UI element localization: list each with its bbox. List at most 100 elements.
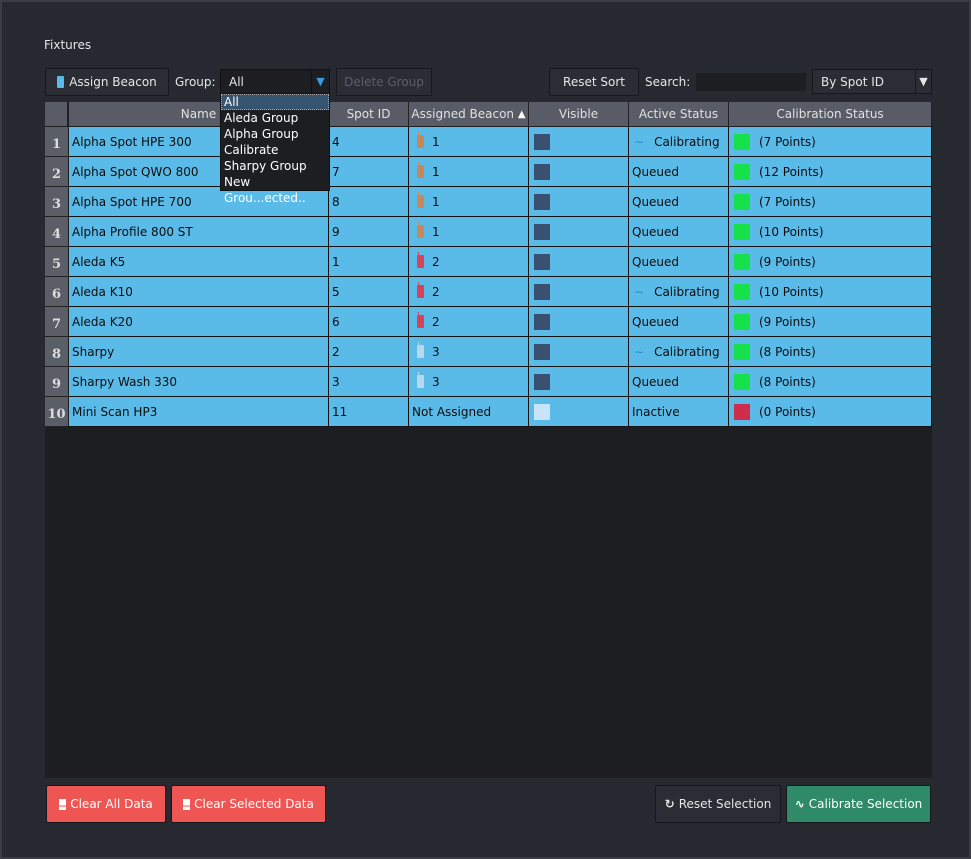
calibration-status-cell[interactable]: (7 Points) xyxy=(729,187,932,217)
group-option[interactable]: Aleda Group xyxy=(224,111,299,125)
visible-toggle[interactable] xyxy=(534,193,550,210)
beacon-cell[interactable]: Not Assigned xyxy=(409,397,529,427)
reset-sort-button[interactable]: Reset Sort xyxy=(549,68,639,96)
table-row[interactable]: 9 Sharpy Wash 330 3 3 Queued (8 Points) xyxy=(45,367,932,397)
column-header-visible[interactable]: Visible xyxy=(529,102,629,126)
calibration-status-cell[interactable]: (9 Points) xyxy=(729,247,932,277)
beacon-cell[interactable]: 3 xyxy=(409,367,529,397)
visible-toggle[interactable] xyxy=(534,223,550,240)
search-input[interactable] xyxy=(696,73,806,91)
row-number[interactable]: 9 xyxy=(45,367,68,397)
beacon-cell[interactable]: 3 xyxy=(409,337,529,367)
visible-toggle[interactable] xyxy=(534,313,550,330)
spot-id-cell[interactable]: 4 xyxy=(329,127,409,157)
group-option[interactable]: All xyxy=(221,94,329,110)
table-row[interactable]: 1 Alpha Spot HPE 300 4 1 ∼ Calibrating (7… xyxy=(45,127,932,157)
row-number[interactable]: 4 xyxy=(45,217,68,247)
beacon-cell[interactable]: 1 xyxy=(409,127,529,157)
visible-cell[interactable] xyxy=(529,367,629,397)
active-status-cell[interactable]: Queued xyxy=(629,187,729,217)
calibration-status-cell[interactable]: (0 Points) xyxy=(729,397,932,427)
row-number[interactable]: 3 xyxy=(45,187,68,217)
calibration-status-cell[interactable]: (10 Points) xyxy=(729,277,932,307)
visible-toggle[interactable] xyxy=(534,283,550,300)
visible-cell[interactable] xyxy=(529,247,629,277)
row-number[interactable]: 1 xyxy=(45,127,68,157)
beacon-cell[interactable]: 2 xyxy=(409,277,529,307)
name-cell[interactable]: Mini Scan HP3 xyxy=(69,397,329,427)
visible-cell[interactable] xyxy=(529,157,629,187)
beacon-cell[interactable]: 2 xyxy=(409,307,529,337)
calibration-status-cell[interactable]: (8 Points) xyxy=(729,337,932,367)
clear-selected-data-button[interactable]: Clear Selected Data xyxy=(171,785,326,823)
row-number[interactable]: 7 xyxy=(45,307,68,337)
spot-id-cell[interactable]: 5 xyxy=(329,277,409,307)
spot-id-cell[interactable]: 8 xyxy=(329,187,409,217)
spot-id-cell[interactable]: 9 xyxy=(329,217,409,247)
table-row[interactable]: 10 Mini Scan HP3 11 Not Assigned Inactiv… xyxy=(45,397,932,427)
beacon-cell[interactable]: 1 xyxy=(409,187,529,217)
visible-cell[interactable] xyxy=(529,397,629,427)
row-number[interactable]: 10 xyxy=(45,397,68,427)
visible-toggle[interactable] xyxy=(534,403,550,420)
sort-select[interactable]: By Spot ID ▼ xyxy=(812,69,932,94)
calibration-status-cell[interactable]: (7 Points) xyxy=(729,127,932,157)
calibrate-selection-button[interactable]: ∿ Calibrate Selection xyxy=(786,785,931,823)
table-row[interactable]: 6 Aleda K10 5 2 ∼ Calibrating (10 Points) xyxy=(45,277,932,307)
visible-cell[interactable] xyxy=(529,127,629,157)
column-header-assigned-beacon[interactable]: Assigned Beacon ▲ xyxy=(409,102,529,126)
visible-toggle[interactable] xyxy=(534,253,550,270)
active-status-cell[interactable]: Queued xyxy=(629,367,729,397)
name-cell[interactable]: Aleda K10 xyxy=(69,277,329,307)
table-row[interactable]: 3 Alpha Spot HPE 700 8 1 Queued (7 Point… xyxy=(45,187,932,217)
column-header-spot-id[interactable]: Spot ID xyxy=(329,102,409,126)
corner-header[interactable] xyxy=(45,102,68,126)
name-cell[interactable]: Sharpy xyxy=(69,337,329,367)
active-status-cell[interactable]: Queued xyxy=(629,157,729,187)
row-number[interactable]: 6 xyxy=(45,277,68,307)
active-status-cell[interactable]: Inactive xyxy=(629,397,729,427)
beacon-cell[interactable]: 1 xyxy=(409,217,529,247)
table-row[interactable]: 8 Sharpy 2 3 ∼ Calibrating (8 Points) xyxy=(45,337,932,367)
active-status-cell[interactable]: ∼ Calibrating xyxy=(629,127,729,157)
name-cell[interactable]: Aleda K5 xyxy=(69,247,329,277)
spot-id-cell[interactable]: 3 xyxy=(329,367,409,397)
active-status-cell[interactable]: ∼ Calibrating xyxy=(629,277,729,307)
table-row[interactable]: 7 Aleda K20 6 2 Queued (9 Points) xyxy=(45,307,932,337)
visible-toggle[interactable] xyxy=(534,343,550,360)
row-number[interactable]: 2 xyxy=(45,157,68,187)
visible-cell[interactable] xyxy=(529,187,629,217)
reset-selection-button[interactable]: ↻ Reset Selection xyxy=(655,785,781,823)
name-cell[interactable]: Alpha Profile 800 ST xyxy=(69,217,329,247)
active-status-cell[interactable]: Queued xyxy=(629,247,729,277)
name-cell[interactable]: Alpha Spot HPE 700 xyxy=(69,187,329,217)
group-option[interactable]: Calibrate xyxy=(224,143,279,157)
spot-id-cell[interactable]: 7 xyxy=(329,157,409,187)
visible-toggle[interactable] xyxy=(534,163,550,180)
column-header-calibration-status[interactable]: Calibration Status xyxy=(729,102,932,126)
spot-id-cell[interactable]: 11 xyxy=(329,397,409,427)
visible-toggle[interactable] xyxy=(534,373,550,390)
group-select[interactable]: All ▼ xyxy=(220,69,330,94)
column-header-active-status[interactable]: Active Status xyxy=(629,102,729,126)
table-row[interactable]: 4 Alpha Profile 800 ST 9 1 Queued (10 Po… xyxy=(45,217,932,247)
row-number[interactable]: 5 xyxy=(45,247,68,277)
group-option[interactable]: Sharpy Group xyxy=(224,159,307,173)
chevron-down-icon[interactable]: ▼ xyxy=(311,70,329,93)
chevron-down-icon[interactable]: ▼ xyxy=(915,70,931,93)
active-status-cell[interactable]: Queued xyxy=(629,217,729,247)
calibration-status-cell[interactable]: (10 Points) xyxy=(729,217,932,247)
beacon-cell[interactable]: 1 xyxy=(409,157,529,187)
table-row[interactable]: 5 Aleda K5 1 2 Queued (9 Points) xyxy=(45,247,932,277)
calibration-status-cell[interactable]: (9 Points) xyxy=(729,307,932,337)
visible-toggle[interactable] xyxy=(534,133,550,150)
row-number[interactable]: 8 xyxy=(45,337,68,367)
active-status-cell[interactable]: Queued xyxy=(629,307,729,337)
group-option[interactable]: New Grou...ected.. xyxy=(224,175,306,205)
beacon-cell[interactable]: 2 xyxy=(409,247,529,277)
spot-id-cell[interactable]: 2 xyxy=(329,337,409,367)
delete-group-button[interactable]: Delete Group xyxy=(336,68,432,96)
table-row[interactable]: 2 Alpha Spot QWO 800 7 1 Queued (12 Poin… xyxy=(45,157,932,187)
visible-cell[interactable] xyxy=(529,277,629,307)
visible-cell[interactable] xyxy=(529,217,629,247)
